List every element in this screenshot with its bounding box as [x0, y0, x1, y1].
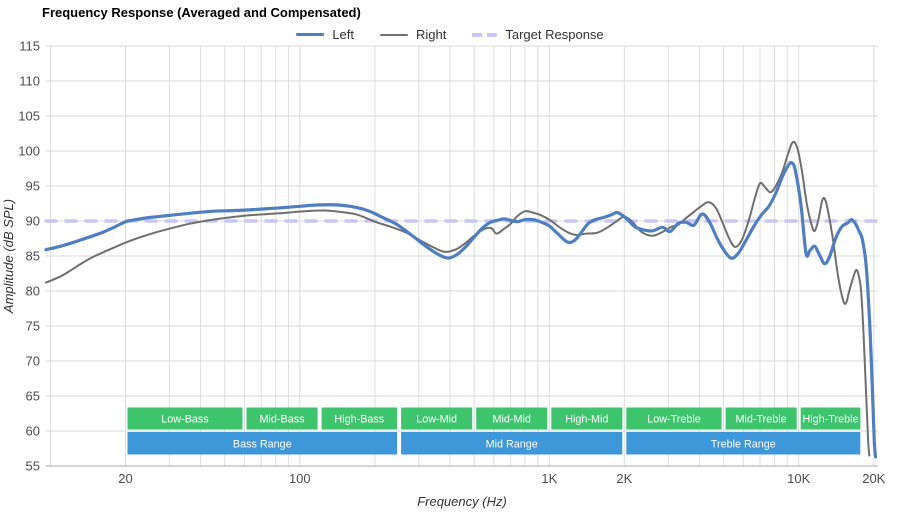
- band-label-treble-range: Treble Range: [711, 438, 776, 450]
- curve-right: [45, 140, 871, 457]
- band-label-low-treble: Low-Treble: [647, 414, 701, 426]
- x-tick-label: 2K: [616, 471, 632, 486]
- range-bands: Low-Bass Mid-Bass High-Bass Low-Mid Mid-Mid H…: [127, 407, 861, 455]
- y-tick-label: 85: [26, 249, 40, 264]
- legend-label-right: Right: [416, 27, 447, 42]
- legend: Left Right Target Response: [0, 27, 900, 42]
- legend-swatch-right: [380, 33, 409, 36]
- band-label-high-mid: High-Mid: [565, 414, 608, 426]
- y-tick-label: 90: [26, 214, 40, 229]
- band-label-low-mid: Low-Mid: [416, 414, 457, 426]
- band-high-treble: [800, 407, 861, 430]
- band-label-mid-bass: Mid-Bass: [260, 414, 306, 426]
- band-low-treble: [626, 407, 722, 430]
- band-bass-range: [127, 432, 398, 455]
- chart-title: Frequency Response (Averaged and Compens…: [42, 5, 361, 20]
- band-high-mid: [551, 407, 623, 430]
- x-axis-title: Frequency (Hz): [417, 494, 507, 509]
- band-mid-mid: [476, 407, 548, 430]
- band-mid-range: [401, 432, 623, 455]
- y-tick-label: 80: [26, 284, 40, 299]
- x-tick-label: 10K: [787, 471, 810, 486]
- legend-swatch-left: [296, 33, 325, 36]
- y-tick-label: 95: [26, 179, 40, 194]
- band-label-low-bass: Low-Bass: [161, 414, 209, 426]
- x-tick-label: 100: [289, 471, 311, 486]
- x-tick-label: 20K: [862, 471, 885, 486]
- legend-label-target: Target Response: [505, 27, 604, 42]
- x-tick-labels: 20 100 1K 2K 10K 20K: [118, 471, 885, 486]
- legend-item-target[interactable]: Target Response: [472, 27, 604, 42]
- x-tick-label: 1K: [541, 471, 557, 486]
- legend-label-left: Left: [332, 27, 355, 42]
- band-low-bass: [127, 407, 243, 430]
- y-tick-label: 110: [19, 74, 40, 89]
- y-tick-label: 115: [19, 39, 40, 54]
- y-tick-label: 75: [26, 319, 40, 334]
- band-label-mid-mid: Mid-Mid: [493, 414, 531, 426]
- y-tick-label: 100: [18, 144, 40, 159]
- band-label-mid-range: Mid Range: [486, 438, 538, 450]
- y-tick-label: 70: [26, 354, 40, 369]
- y-tick-labels: 115 110 105 100 95 90 85 80 75 70 65 60 55: [18, 39, 40, 474]
- legend-swatch-target: [472, 32, 498, 37]
- legend-item-left[interactable]: Left: [296, 27, 354, 42]
- band-mid-bass: [246, 407, 318, 430]
- band-label-high-treble: High-Treble: [802, 414, 858, 426]
- band-treble-range: [626, 432, 861, 455]
- band-label-high-bass: High-Bass: [334, 414, 384, 426]
- band-low-mid: [401, 407, 473, 430]
- horizontal-gridlines: [46, 45, 878, 467]
- y-tick-label: 55: [26, 459, 40, 474]
- band-label-mid-treble: Mid-Treble: [735, 414, 786, 426]
- legend-item-right[interactable]: Right: [380, 27, 446, 42]
- band-mid-treble: [725, 407, 797, 430]
- x-tick-label: 20: [118, 471, 132, 486]
- band-high-bass: [321, 407, 398, 430]
- y-tick-label: 105: [18, 109, 40, 124]
- y-tick-label: 60: [26, 424, 40, 439]
- series-curves: [44, 140, 880, 459]
- y-tick-label: 65: [26, 389, 40, 404]
- y-axis-title: Amplitude (dB SPL): [1, 199, 16, 314]
- band-label-bass-range: Bass Range: [233, 438, 292, 450]
- curve-left: [44, 160, 878, 459]
